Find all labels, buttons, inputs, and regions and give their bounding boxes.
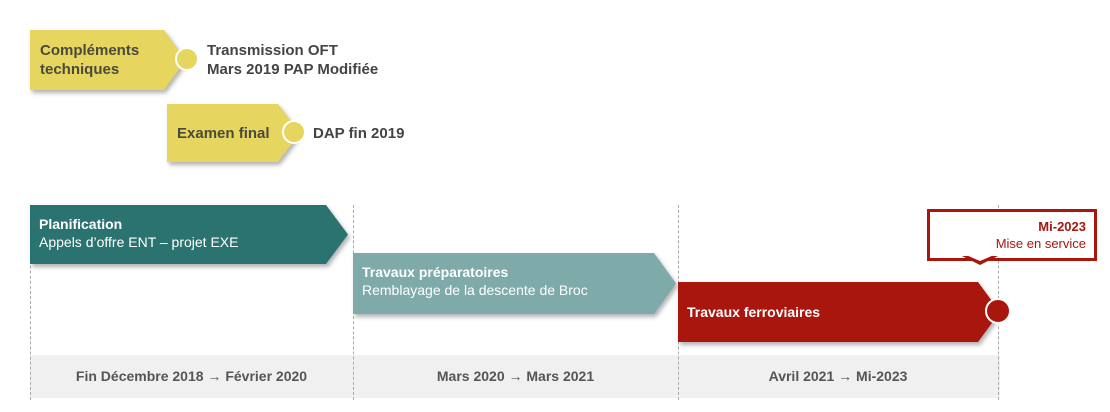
milestone-text: Transmission OFT Mars 2019 PAP Modifiée	[207, 42, 379, 78]
milestone-label: techniques	[40, 61, 120, 78]
callout-title: Mi-2023	[1038, 219, 1086, 234]
phase-subtitle: Remblayage de la descente de Broc	[362, 282, 588, 298]
period-label: Fin Décembre 2018 → Février 2020	[75, 368, 308, 384]
period-label: Mars 2020 → Mars 2021	[436, 368, 595, 384]
phase-subtitle: Appels d’offre ENT – projet EXE	[39, 234, 239, 250]
milestone-label: Examen final	[167, 104, 300, 162]
period-band	[30, 355, 1000, 398]
milestone-text: DAP fin 2019	[313, 125, 405, 142]
callout-text: Mise en service	[995, 236, 1086, 251]
milestone-examen: Examen final	[167, 104, 300, 162]
phase-travaux-ferroviaires: Travaux ferroviaires	[678, 282, 1000, 342]
milestone-dot	[175, 47, 199, 71]
callout-pointer-fill	[966, 255, 994, 261]
milestone-complements: Compléments techniques	[30, 30, 186, 90]
phase-title: Travaux préparatoires	[362, 264, 509, 280]
phase-planification: Planification Appels d’offre ENT – proje…	[30, 205, 348, 264]
milestone-dot	[282, 120, 306, 144]
phase-title: Planification	[39, 216, 123, 232]
period-label: Avril 2021 → Mi-2023	[768, 368, 908, 384]
phase-title: Travaux ferroviaires	[687, 304, 821, 320]
divider	[30, 205, 31, 400]
milestone-label: Compléments	[40, 42, 140, 59]
callout-mise-en-service: Mi-2023 Mise en service	[927, 209, 1097, 261]
phase-travaux-preparatoires: Travaux préparatoires Remblayage de la d…	[353, 253, 676, 314]
end-dot	[985, 298, 1011, 324]
